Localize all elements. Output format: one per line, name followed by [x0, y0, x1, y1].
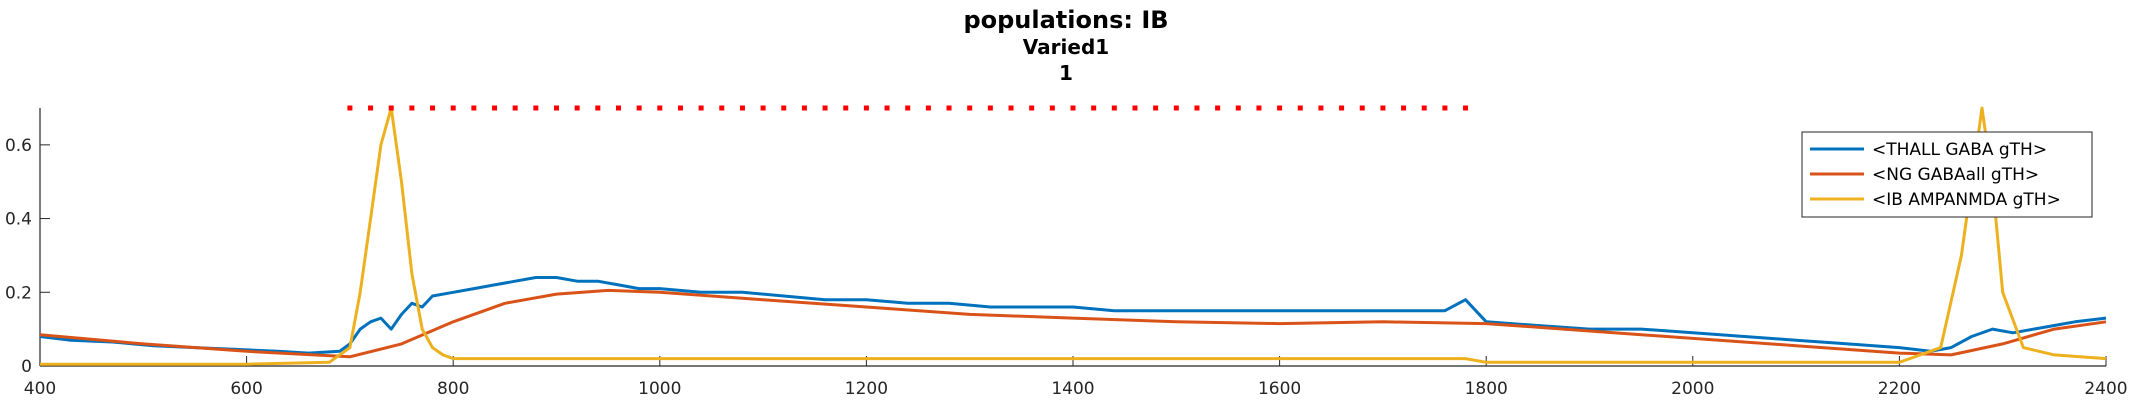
stimulus-marker	[430, 105, 436, 111]
stimulus-marker	[657, 105, 663, 111]
stimulus-marker	[533, 105, 539, 111]
stimulus-marker	[1008, 105, 1014, 111]
stimulus-marker	[615, 105, 621, 111]
stimulus-marker	[739, 105, 745, 111]
stimulus-marker	[781, 105, 787, 111]
stimulus-marker	[492, 105, 498, 111]
x-tick-label: 2200	[1878, 379, 1921, 399]
series-line-2	[39, 288, 2107, 359]
stimulus-marker	[863, 105, 869, 111]
y-axis: 0 0.2 0.4 0.6	[5, 108, 50, 377]
x-tick-label: 1000	[638, 379, 681, 399]
stimulus-marker	[1132, 105, 1138, 111]
x-axis: 400 600 800 1000 1200 1400 1600 1800 2000 2200 240…	[24, 356, 2128, 399]
stimulus-marker	[698, 105, 704, 111]
stimulus-marker	[1463, 105, 1469, 111]
stimulus-marker	[1153, 105, 1159, 111]
stimulus-marker	[1318, 105, 1324, 111]
x-tick-label: 1600	[1258, 379, 1301, 399]
stimulus-markers	[347, 105, 1469, 111]
series-line-3	[40, 106, 2107, 366]
stimulus-marker	[471, 105, 477, 111]
stimulus-marker	[388, 105, 394, 111]
x-tick-label: 1400	[1051, 379, 1094, 399]
stimulus-marker	[1235, 105, 1241, 111]
stimulus-marker	[946, 105, 952, 111]
stimulus-marker	[1049, 105, 1055, 111]
stimulus-marker	[677, 105, 683, 111]
stimulus-marker	[1029, 105, 1035, 111]
y-tick-label: 0.4	[5, 210, 32, 230]
plot-area: 400 600 800 1000 1200 1400 1600 1800 2000 2200 240…	[5, 105, 2128, 399]
x-tick-label: 1800	[1465, 379, 1508, 399]
stimulus-marker	[450, 105, 456, 111]
stimulus-marker	[1091, 105, 1097, 111]
stimulus-marker	[636, 105, 642, 111]
stimulus-marker	[1256, 105, 1262, 111]
stimulus-marker	[905, 105, 911, 111]
stimulus-marker	[1421, 105, 1427, 111]
stimulus-marker	[574, 105, 580, 111]
stimulus-marker	[1070, 105, 1076, 111]
y-tick-label: 0.2	[5, 283, 32, 303]
x-tick-label: 1200	[845, 379, 888, 399]
y-tick-label: 0.6	[5, 136, 32, 156]
stimulus-marker	[409, 105, 415, 111]
chart-subtitle: Varied1	[1023, 35, 1109, 59]
stimulus-marker	[595, 105, 601, 111]
x-tick-label: 2400	[2084, 379, 2127, 399]
stimulus-marker	[347, 105, 353, 111]
stimulus-marker	[987, 105, 993, 111]
legend-label: <THALL GABA gTH>	[1872, 140, 2047, 160]
stimulus-marker	[719, 105, 725, 111]
stimulus-marker	[801, 105, 807, 111]
legend: <THALL GABA gTH> <NG GABAall gTH> <IB AMPA…	[1801, 131, 2093, 218]
stimulus-marker	[843, 105, 849, 111]
series-layer	[39, 106, 2107, 366]
series-line-1	[39, 276, 2107, 355]
stimulus-marker	[760, 105, 766, 111]
stimulus-marker	[822, 105, 828, 111]
stimulus-marker	[1442, 105, 1448, 111]
plot-background	[40, 108, 2106, 366]
stimulus-marker	[1173, 105, 1179, 111]
y-tick-label: 0	[21, 357, 32, 377]
stimulus-marker	[925, 105, 931, 111]
stimulus-marker	[1194, 105, 1200, 111]
legend-label: <NG GABAall gTH>	[1872, 165, 2039, 185]
stimulus-marker	[884, 105, 890, 111]
stimulus-marker	[1111, 105, 1117, 111]
stimulus-marker	[1215, 105, 1221, 111]
stimulus-marker	[368, 105, 374, 111]
chart-title: populations: IB	[963, 6, 1168, 34]
stimulus-marker	[554, 105, 559, 111]
legend-label: <IB AMPANMDA gTH>	[1872, 190, 2061, 210]
panel-label: 1	[1059, 61, 1073, 85]
x-tick-label: 800	[437, 379, 469, 399]
stimulus-marker	[1359, 105, 1365, 111]
stimulus-marker	[1380, 105, 1386, 111]
stimulus-marker	[1277, 105, 1283, 111]
stimulus-marker	[1339, 105, 1345, 111]
stimulus-marker	[1401, 105, 1407, 111]
stimulus-marker	[1297, 105, 1303, 111]
x-tick-label: 2000	[1671, 379, 1714, 399]
x-tick-label: 400	[24, 379, 56, 399]
stimulus-marker	[967, 105, 973, 111]
x-tick-label: 600	[230, 379, 262, 399]
stimulus-marker	[512, 105, 518, 111]
